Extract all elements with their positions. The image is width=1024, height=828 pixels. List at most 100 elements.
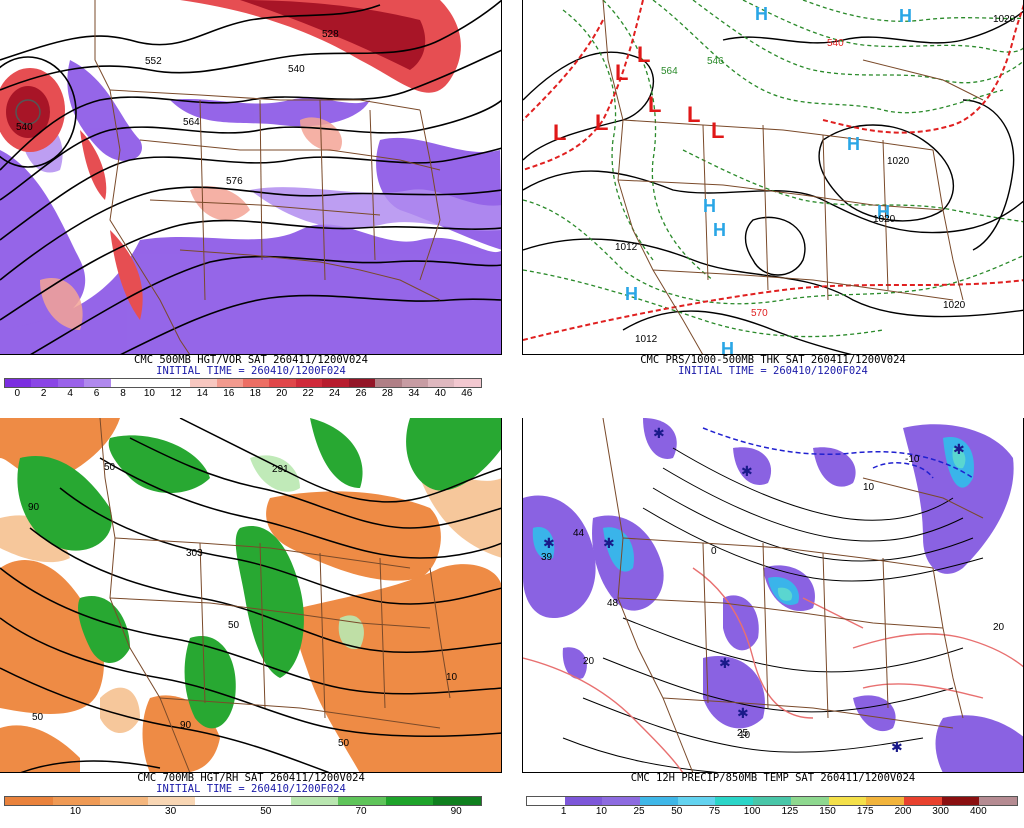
colorbar-swatch xyxy=(375,379,402,387)
snowflake-icon: ✱ xyxy=(737,705,749,721)
political-boundaries xyxy=(602,418,984,772)
colorbar-tick-label: 200 xyxy=(894,806,912,817)
colorbar-swatch xyxy=(322,379,349,387)
height-contours xyxy=(0,0,501,354)
snowflake-icon: ✱ xyxy=(653,425,665,441)
snowflake-icon: ✱ xyxy=(543,535,555,551)
isobar-label: 1020 xyxy=(887,156,910,167)
thickness-label: 570 xyxy=(751,308,768,319)
contour-label: 552 xyxy=(145,56,162,67)
political-boundaries xyxy=(99,418,451,772)
rh-map: 291 303 50 50 50 10 50 90 90 xyxy=(0,418,502,773)
precip-map: ✱ ✱ ✱ ✱ ✱ ✱ ✱ ✱ 0 10 -10 10 20 20 25 39 … xyxy=(522,418,1024,773)
colorbar-tick-label: 4 xyxy=(67,388,73,399)
colorbar-tick-label: 2 xyxy=(40,388,47,399)
colorbar-tick-label: 24 xyxy=(328,388,341,399)
colorbar-swatch xyxy=(715,797,754,805)
rh-map-svg: 291 303 50 50 50 10 50 90 90 xyxy=(0,418,501,772)
light-moist-shading xyxy=(250,455,364,649)
moist-shading xyxy=(17,418,501,729)
colorbar-tick-label: 70 xyxy=(355,806,367,817)
colorbar-swatch xyxy=(979,797,1017,805)
colorbar-swatch xyxy=(52,797,101,805)
height-contours xyxy=(0,418,501,772)
isobar-label: 1020 xyxy=(993,14,1016,25)
colorbar-swatch xyxy=(753,797,791,805)
contour-label: 50 xyxy=(104,462,116,473)
colorbar-swatch xyxy=(110,379,138,387)
vorticity-colorbar xyxy=(4,378,482,388)
colorbar-swatch xyxy=(100,797,148,805)
isobar-label: 1012 xyxy=(635,334,658,345)
contour-label: 90 xyxy=(28,502,40,513)
colorbar-tick-label: 20 xyxy=(276,388,288,399)
colorbar-tick-label: 1 xyxy=(560,806,567,817)
precip-colorbar xyxy=(526,796,1018,806)
high-pressure-markers: H H H H H H H H xyxy=(625,4,912,354)
contour-labels: 291 303 50 50 50 10 50 90 90 xyxy=(28,462,458,749)
low-marker: L xyxy=(615,60,628,85)
colorbar-swatch xyxy=(295,379,323,387)
colorbar-tick-label: 10 xyxy=(69,806,81,817)
colorbar-swatch xyxy=(190,379,217,387)
contour-label: 50 xyxy=(228,620,240,631)
colorbar-tick-label: 26 xyxy=(355,388,367,399)
low-marker: L xyxy=(687,102,700,127)
colorbar-tick-label: 14 xyxy=(196,388,208,399)
contour-label: 576 xyxy=(226,176,243,187)
panel-precip-temp: ✱ ✱ ✱ ✱ ✱ ✱ ✱ ✱ 0 10 -10 10 20 20 25 39 … xyxy=(522,418,1024,828)
high-marker: H xyxy=(755,4,768,24)
temp-label: -10 xyxy=(905,454,920,465)
low-marker: L xyxy=(711,118,724,143)
low-pressure-markers: L L L L L L L xyxy=(553,42,724,145)
temp-labels: 0 10 -10 10 20 20 25 39 48 44 xyxy=(541,454,1005,741)
colorbar-tick-label: 40 xyxy=(434,388,446,399)
low-marker: L xyxy=(595,110,608,135)
isobar-labels: 1020 1020 1012 1012 1020 1020 xyxy=(615,14,1016,345)
high-marker: H xyxy=(847,134,860,154)
colorbar-swatch xyxy=(84,379,111,387)
colorbar-tick-label: 400 xyxy=(969,806,987,817)
panel-mslp-thickness: L L L L L L L H H H H H H H H 1020 10 xyxy=(522,0,1024,410)
contour-label: 303 xyxy=(186,548,203,559)
contour-label: 291 xyxy=(272,464,289,475)
snowflake-icon: ✱ xyxy=(603,535,615,551)
contour-label: 50 xyxy=(338,738,350,749)
colorbar-tick-label: 22 xyxy=(302,388,314,399)
rh-colorbar-ticks: 10 30 50 70 90 xyxy=(4,806,480,818)
colorbar-swatch xyxy=(602,797,641,805)
low-marker: L xyxy=(553,120,566,145)
colorbar-tick-label: 34 xyxy=(408,388,420,399)
snowflake-icon: ✱ xyxy=(741,463,753,479)
high-marker: H xyxy=(703,196,716,216)
thickness-red-contours xyxy=(523,0,1023,341)
panel-title: CMC 500MB HGT/VOR SAT 260411/1200V024 xyxy=(134,354,368,366)
vorticity-map-svg: 552 528 540 564 576 540 xyxy=(0,0,501,354)
temp-label: 20 xyxy=(993,622,1005,633)
panel-700mb-rh: 291 303 50 50 50 10 50 90 90 CMC 700MB H… xyxy=(0,418,502,828)
colorbar-tick-label: 30 xyxy=(165,806,177,817)
colorbar-tick-label: 6 xyxy=(93,388,100,399)
high-marker: H xyxy=(877,202,890,222)
political-boundaries xyxy=(602,0,984,354)
low-marker: L xyxy=(637,42,650,67)
colorbar-swatch xyxy=(5,379,32,387)
colorbar-tick-label: 50 xyxy=(671,806,683,817)
colorbar-swatch xyxy=(242,379,270,387)
colorbar-swatch xyxy=(137,379,164,387)
temp-label: 48 xyxy=(607,598,619,609)
high-marker: H xyxy=(625,284,638,304)
colorbar-swatch xyxy=(401,379,428,387)
rh-colorbar xyxy=(4,796,482,806)
colorbar-swatch xyxy=(454,379,481,387)
temp-label: 10 xyxy=(739,730,751,741)
colorbar-tick-label: 25 xyxy=(633,806,645,817)
heaviest-precip-shading xyxy=(777,447,966,601)
colorbar-swatch xyxy=(385,797,434,805)
temp-label: 10 xyxy=(863,482,875,493)
colorbar-swatch xyxy=(31,379,58,387)
temp-label: 0 xyxy=(711,546,717,557)
colorbar-swatch xyxy=(866,797,904,805)
colorbar-tick-label: 175 xyxy=(856,806,874,817)
light-dry-shading xyxy=(0,475,501,733)
